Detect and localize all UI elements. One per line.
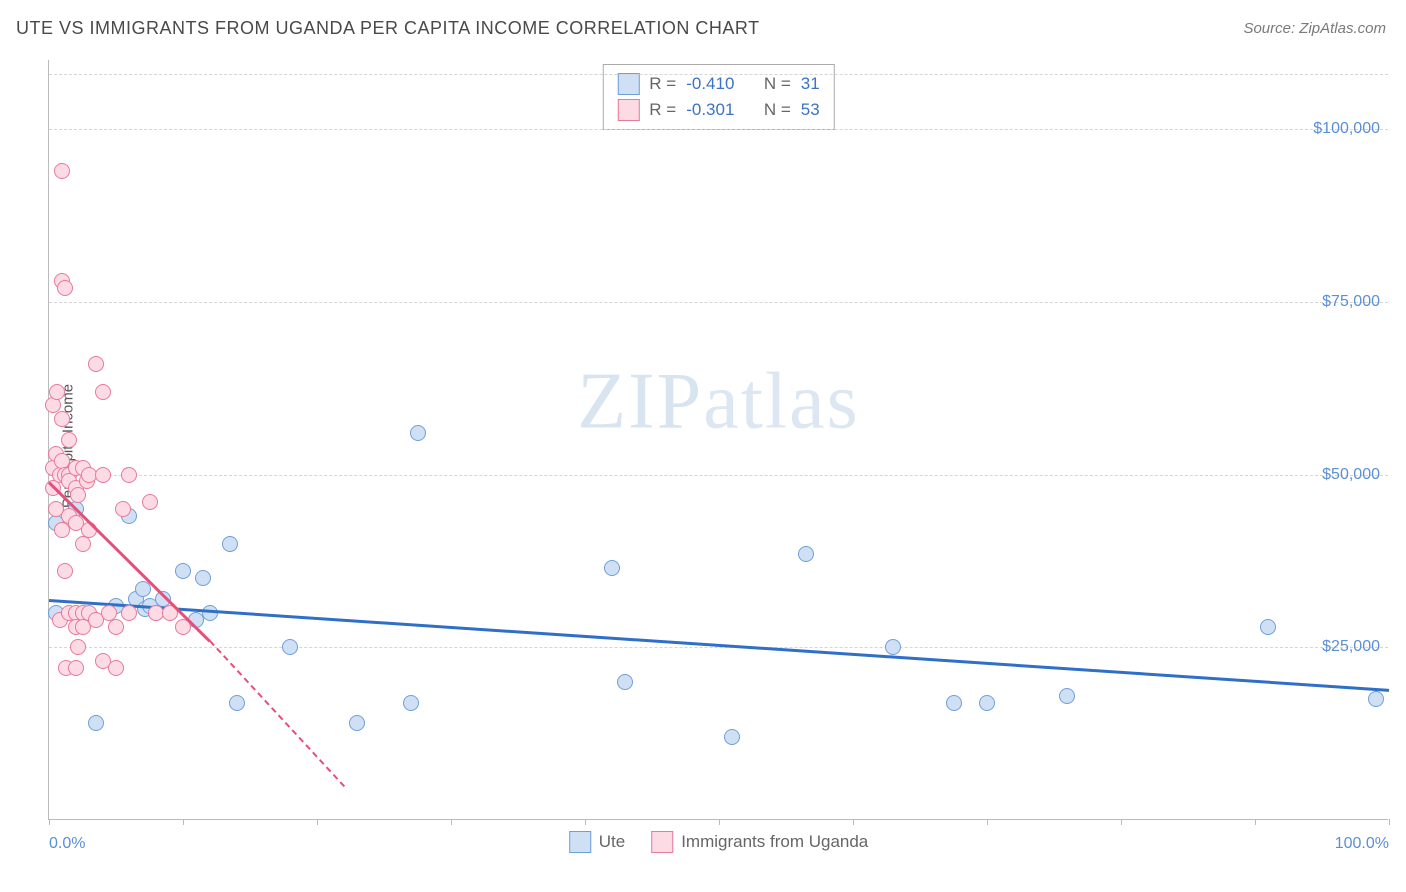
x-tick [719, 819, 720, 825]
gridline [49, 129, 1388, 130]
y-tick-label: $25,000 [1322, 638, 1380, 656]
gridline [49, 475, 1388, 476]
data-point [61, 432, 77, 448]
x-tick [451, 819, 452, 825]
x-tick [585, 819, 586, 825]
watermark-bold: ZIP [577, 357, 703, 445]
data-point [175, 563, 191, 579]
data-point [195, 570, 211, 586]
data-point [88, 356, 104, 372]
y-tick-label: $100,000 [1313, 120, 1380, 138]
data-point [617, 674, 633, 690]
data-point [70, 639, 86, 655]
legend-item: Immigrants from Uganda [651, 831, 868, 853]
n-label: N = [764, 71, 791, 97]
x-tick [183, 819, 184, 825]
trend-line [209, 641, 344, 787]
x-tick [49, 819, 50, 825]
uganda-n-value: 53 [801, 97, 820, 123]
data-point [68, 660, 84, 676]
data-point [121, 467, 137, 483]
legend-row-uganda: R = -0.301 N = 53 [617, 97, 819, 123]
data-point [282, 639, 298, 655]
x-tick [1255, 819, 1256, 825]
x-tick-label: 0.0% [49, 835, 85, 853]
y-tick-label: $50,000 [1322, 466, 1380, 484]
data-point [88, 715, 104, 731]
data-point [1059, 688, 1075, 704]
data-point [75, 536, 91, 552]
legend-swatch [569, 831, 591, 853]
ute-r-value: -0.410 [686, 71, 734, 97]
data-point [57, 563, 73, 579]
legend-swatch [651, 831, 673, 853]
legend-label: Immigrants from Uganda [681, 832, 868, 852]
plot-area: ZIPatlas R = -0.410 N = 31 R = -0.301 N … [48, 60, 1388, 820]
data-point [979, 695, 995, 711]
data-point [1260, 619, 1276, 635]
x-tick [1389, 819, 1390, 825]
r-label: R = [649, 71, 676, 97]
data-point [403, 695, 419, 711]
gridline [49, 302, 1388, 303]
legend-item: Ute [569, 831, 625, 853]
data-point [142, 494, 158, 510]
data-point [222, 536, 238, 552]
legend-row-ute: R = -0.410 N = 31 [617, 71, 819, 97]
data-point [724, 729, 740, 745]
data-point [798, 546, 814, 562]
x-tick [1121, 819, 1122, 825]
x-tick [987, 819, 988, 825]
data-point [1368, 691, 1384, 707]
data-point [946, 695, 962, 711]
watermark-light: atlas [703, 357, 860, 445]
data-point [604, 560, 620, 576]
y-tick-label: $75,000 [1322, 293, 1380, 311]
gridline [49, 647, 1388, 648]
r-label: R = [649, 97, 676, 123]
data-point [95, 384, 111, 400]
data-point [57, 280, 73, 296]
data-point [70, 487, 86, 503]
n-label: N = [764, 97, 791, 123]
ute-n-value: 31 [801, 71, 820, 97]
source-attribution: Source: ZipAtlas.com [1243, 20, 1386, 37]
data-point [49, 384, 65, 400]
data-point [885, 639, 901, 655]
data-point [229, 695, 245, 711]
data-point [410, 425, 426, 441]
gridline [49, 74, 1388, 75]
ute-swatch [617, 73, 639, 95]
legend-label: Ute [599, 832, 625, 852]
data-point [54, 411, 70, 427]
data-point [108, 619, 124, 635]
chart-container: UTE VS IMMIGRANTS FROM UGANDA PER CAPITA… [0, 0, 1406, 892]
x-tick [853, 819, 854, 825]
trend-line [49, 599, 1389, 692]
data-point [115, 501, 131, 517]
data-point [349, 715, 365, 731]
x-tick-label: 100.0% [1335, 835, 1389, 853]
series-legend: Ute Immigrants from Uganda [569, 831, 869, 853]
data-point [95, 467, 111, 483]
data-point [108, 660, 124, 676]
x-tick [317, 819, 318, 825]
data-point [121, 605, 137, 621]
watermark: ZIPatlas [577, 356, 860, 447]
chart-title: UTE VS IMMIGRANTS FROM UGANDA PER CAPITA… [16, 18, 760, 39]
uganda-r-value: -0.301 [686, 97, 734, 123]
uganda-swatch [617, 99, 639, 121]
data-point [54, 163, 70, 179]
